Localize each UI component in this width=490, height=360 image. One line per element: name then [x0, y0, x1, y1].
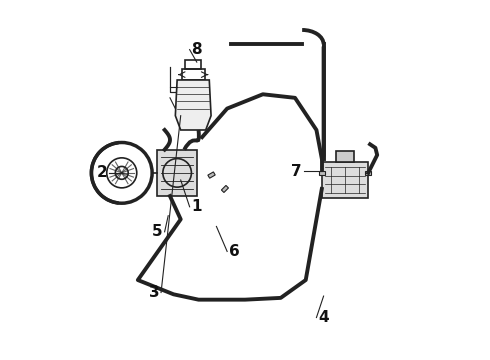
- Bar: [182, 69, 205, 80]
- Bar: [318, 171, 325, 175]
- Text: 4: 4: [318, 310, 329, 325]
- Bar: [208, 172, 215, 178]
- Bar: [185, 60, 201, 69]
- Text: 7: 7: [292, 163, 302, 179]
- Bar: [336, 152, 354, 162]
- Polygon shape: [175, 80, 211, 130]
- Text: 3: 3: [148, 285, 159, 300]
- Text: 5: 5: [152, 224, 163, 239]
- Text: 6: 6: [229, 244, 240, 259]
- Bar: [157, 150, 197, 196]
- Text: 8: 8: [192, 42, 202, 57]
- Bar: [365, 171, 371, 175]
- Text: 2: 2: [97, 165, 107, 180]
- Bar: [322, 162, 368, 198]
- Text: 1: 1: [192, 199, 202, 214]
- Bar: [221, 185, 228, 193]
